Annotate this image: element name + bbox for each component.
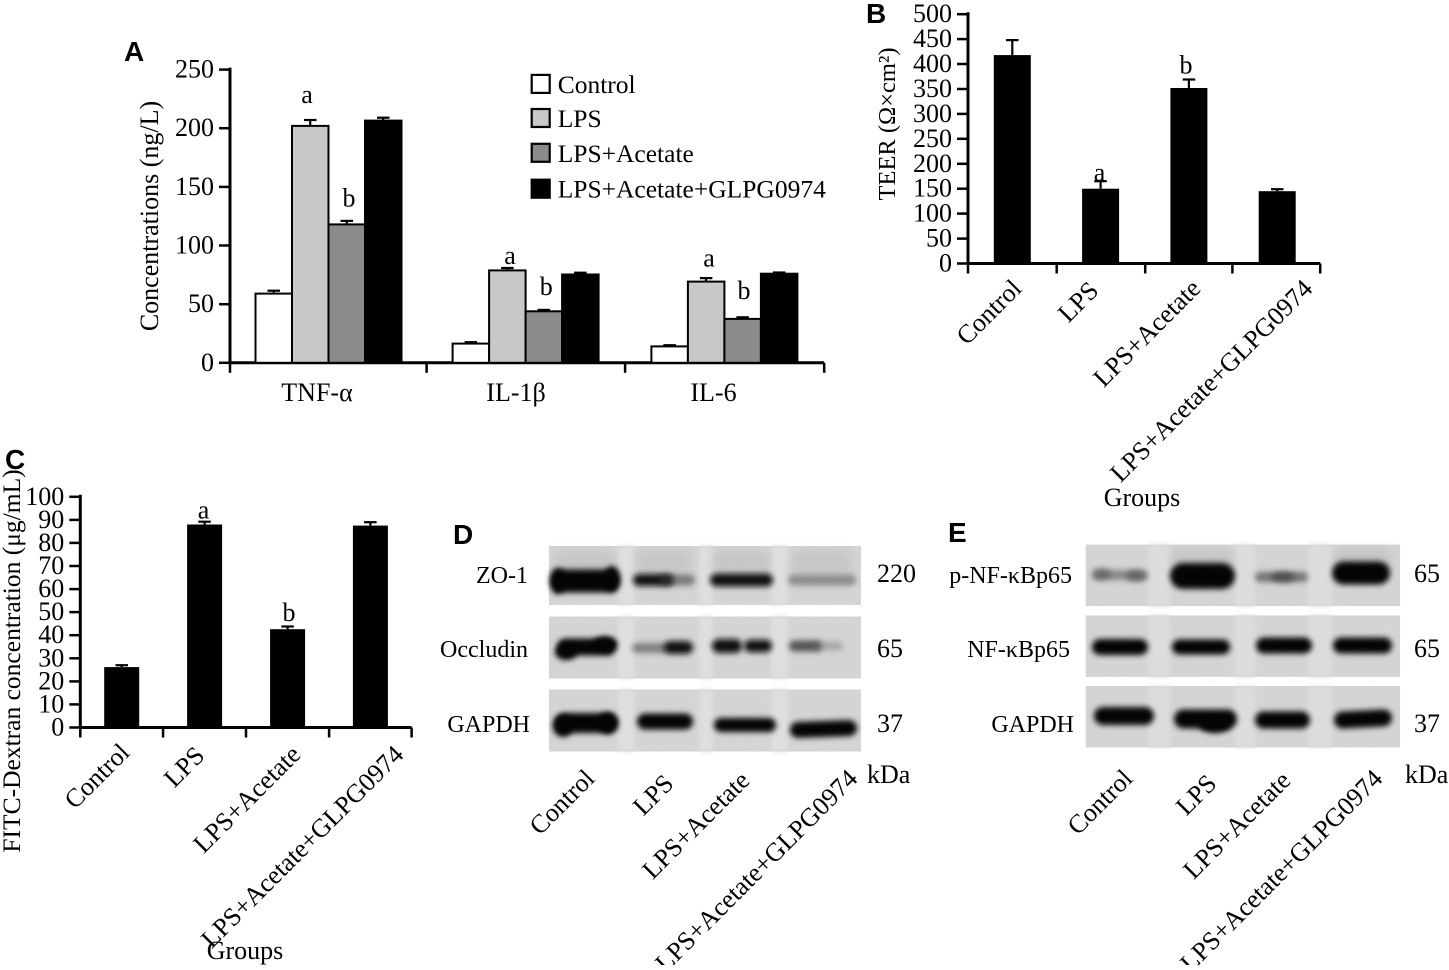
- svg-text:220: 220: [877, 559, 916, 588]
- svg-text:IL-6: IL-6: [690, 378, 736, 407]
- svg-text:b: b: [283, 598, 296, 627]
- svg-text:150: 150: [913, 174, 952, 203]
- svg-text:GAPDH: GAPDH: [991, 712, 1074, 738]
- svg-text:ZO-1: ZO-1: [476, 563, 528, 589]
- svg-text:0: 0: [201, 348, 214, 377]
- svg-text:a: a: [301, 80, 313, 109]
- svg-text:70: 70: [38, 551, 64, 580]
- svg-text:LPS+Acetate: LPS+Acetate: [558, 139, 694, 168]
- svg-text:IL-1β: IL-1β: [486, 378, 545, 407]
- svg-text:50: 50: [38, 597, 64, 626]
- svg-text:100: 100: [175, 231, 214, 260]
- svg-text:b: b: [1180, 51, 1193, 80]
- svg-text:a: a: [1094, 158, 1106, 187]
- svg-text:Groups: Groups: [207, 936, 284, 965]
- svg-text:20: 20: [38, 666, 64, 695]
- svg-text:80: 80: [38, 528, 64, 557]
- svg-text:LPS+Acetate+GLPG0974: LPS+Acetate+GLPG0974: [558, 175, 826, 204]
- svg-text:0: 0: [51, 713, 64, 742]
- svg-text:200: 200: [175, 113, 214, 142]
- svg-text:A: A: [124, 36, 144, 67]
- svg-text:D: D: [453, 519, 473, 550]
- svg-text:LPS: LPS: [558, 104, 602, 133]
- svg-text:450: 450: [913, 24, 952, 53]
- svg-text:p-NF-κBp65: p-NF-κBp65: [949, 563, 1072, 589]
- svg-text:E: E: [948, 517, 967, 548]
- svg-text:10: 10: [38, 689, 64, 718]
- svg-text:37: 37: [1414, 709, 1440, 738]
- svg-text:65: 65: [1414, 634, 1440, 663]
- svg-text:65: 65: [877, 634, 903, 663]
- svg-text:37: 37: [877, 709, 903, 738]
- svg-text:200: 200: [913, 149, 952, 178]
- svg-text:0: 0: [939, 249, 952, 278]
- svg-text:GAPDH: GAPDH: [447, 712, 530, 738]
- svg-text:150: 150: [175, 172, 214, 201]
- svg-text:a: a: [198, 496, 210, 525]
- svg-text:Control: Control: [558, 70, 636, 99]
- svg-text:a: a: [504, 241, 516, 270]
- svg-text:b: b: [343, 184, 356, 213]
- svg-text:250: 250: [913, 124, 952, 153]
- svg-text:65: 65: [1414, 559, 1440, 588]
- svg-text:b: b: [540, 272, 553, 301]
- svg-text:NF-κBp65: NF-κBp65: [967, 637, 1070, 663]
- svg-text:TEER (Ω×cm²): TEER (Ω×cm²): [874, 48, 901, 201]
- svg-text:Concentrations (ng/L): Concentrations (ng/L): [135, 101, 164, 331]
- svg-text:350: 350: [913, 74, 952, 103]
- svg-text:50: 50: [926, 224, 952, 253]
- svg-text:100: 100: [913, 199, 952, 228]
- svg-text:TNF-α: TNF-α: [281, 378, 353, 407]
- svg-text:250: 250: [175, 55, 214, 84]
- svg-text:b: b: [738, 276, 751, 305]
- svg-text:30: 30: [38, 643, 64, 672]
- svg-text:60: 60: [38, 574, 64, 603]
- svg-text:FITC-Dextran concentration (μg: FITC-Dextran concentration (μg/mL): [0, 469, 26, 852]
- svg-text:kDa: kDa: [1405, 760, 1449, 789]
- svg-text:a: a: [703, 244, 715, 273]
- svg-text:400: 400: [913, 49, 952, 78]
- svg-text:B: B: [866, 0, 886, 29]
- svg-text:500: 500: [913, 0, 952, 28]
- svg-text:90: 90: [38, 505, 64, 534]
- svg-text:50: 50: [188, 289, 214, 318]
- svg-text:Groups: Groups: [1104, 483, 1181, 512]
- svg-text:40: 40: [38, 620, 64, 649]
- svg-text:300: 300: [913, 99, 952, 128]
- svg-text:Occludin: Occludin: [440, 637, 528, 663]
- svg-text:100: 100: [25, 482, 64, 511]
- svg-text:C: C: [5, 444, 25, 475]
- svg-text:kDa: kDa: [867, 760, 911, 789]
